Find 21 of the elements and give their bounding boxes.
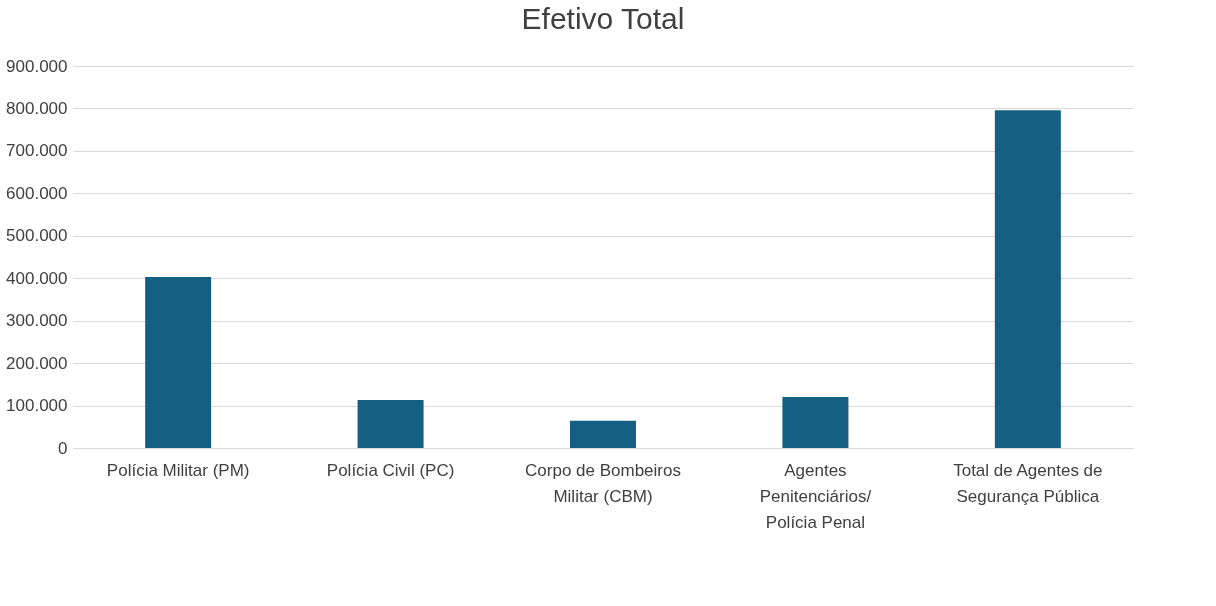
bar xyxy=(145,276,212,448)
x-tick-label: Agentes Penitenciários/ Polícia Penal xyxy=(759,460,872,532)
x-tick-label: Polícia Civil (PC) xyxy=(326,460,455,480)
chart-title: Efetivo Total xyxy=(521,2,685,35)
x-tick-label: Total de Agentes de Segurança Pública xyxy=(953,460,1103,506)
y-tick-label: 400.000 xyxy=(6,268,68,288)
y-tick-label: 0 xyxy=(58,438,68,458)
y-tick-label: 900.000 xyxy=(6,56,68,76)
y-tick-label: 700.000 xyxy=(6,141,68,161)
y-tick-label: 800.000 xyxy=(6,98,68,118)
y-tick-label: 600.000 xyxy=(6,183,68,203)
y-tick-label: 100.000 xyxy=(6,396,68,416)
y-tick-label: 300.000 xyxy=(6,311,68,331)
bar xyxy=(782,397,849,448)
bar xyxy=(357,400,424,448)
bar xyxy=(570,420,636,448)
x-tick-label: Corpo de Bombeiros Militar (CBM) xyxy=(525,460,681,506)
bar xyxy=(994,110,1061,448)
y-tick-label: 200.000 xyxy=(6,353,68,373)
y-tick-label: 500.000 xyxy=(6,226,68,246)
x-tick-label: Polícia Militar (PM) xyxy=(106,460,250,480)
